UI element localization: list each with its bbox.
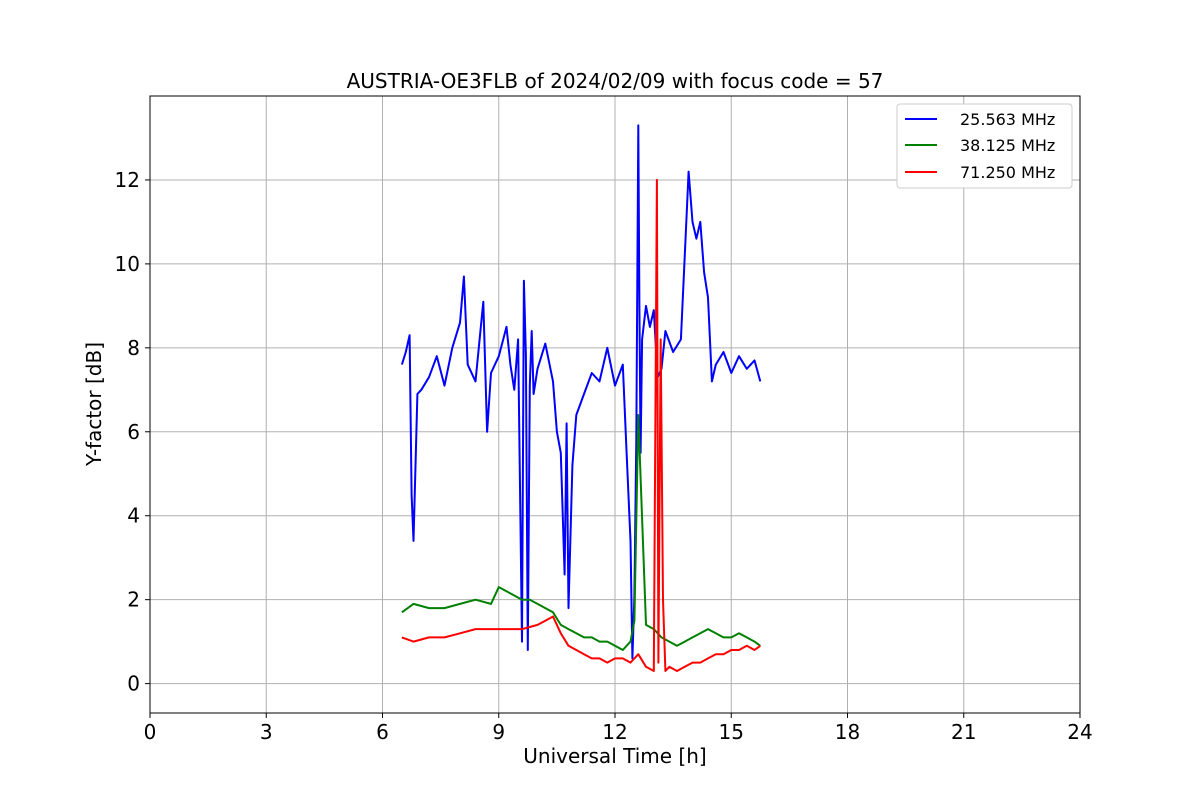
series-line-3 <box>401 178 761 672</box>
legend-box <box>896 103 1073 189</box>
x-tick-label: 24 <box>1067 720 1092 744</box>
x-tick-label: 18 <box>835 720 860 744</box>
x-tick-label: 6 <box>376 720 389 744</box>
y-tick-label: 0 <box>127 672 140 696</box>
y-axis-label: Y-factor [dB] <box>82 342 106 467</box>
x-axis-label: Universal Time [h] <box>523 744 706 768</box>
x-tick-label: 21 <box>951 720 976 744</box>
x-axis: 0 3 6 9 12 15 18 21 24 <box>144 713 1093 744</box>
y-tick-label: 6 <box>127 420 140 444</box>
legend-label-1: 25.563 MHz <box>960 110 1055 129</box>
x-tick-label: 3 <box>260 720 273 744</box>
y-axis: 0 2 4 6 8 10 12 <box>115 168 150 696</box>
x-tick-label: 0 <box>144 720 157 744</box>
series-layer <box>400 124 762 672</box>
x-tick-label: 15 <box>719 720 744 744</box>
y-tick-label: 2 <box>127 588 140 612</box>
series-line-2 <box>401 414 761 651</box>
y-tick-label: 10 <box>115 252 140 276</box>
chart-title: AUSTRIA-OE3FLB of 2024/02/09 with focus … <box>347 69 884 93</box>
legend: 25.563 MHz 38.125 MHz 71.250 MHz <box>896 103 1073 189</box>
y-tick-label: 4 <box>127 504 140 528</box>
y-tick-label: 12 <box>115 168 140 192</box>
y-tick-label: 8 <box>127 336 140 360</box>
series-line-1 <box>400 124 762 660</box>
legend-label-2: 38.125 MHz <box>960 136 1055 155</box>
x-tick-label: 9 <box>492 720 505 744</box>
legend-label-3: 71.250 MHz <box>960 163 1055 182</box>
x-tick-label: 12 <box>602 720 627 744</box>
